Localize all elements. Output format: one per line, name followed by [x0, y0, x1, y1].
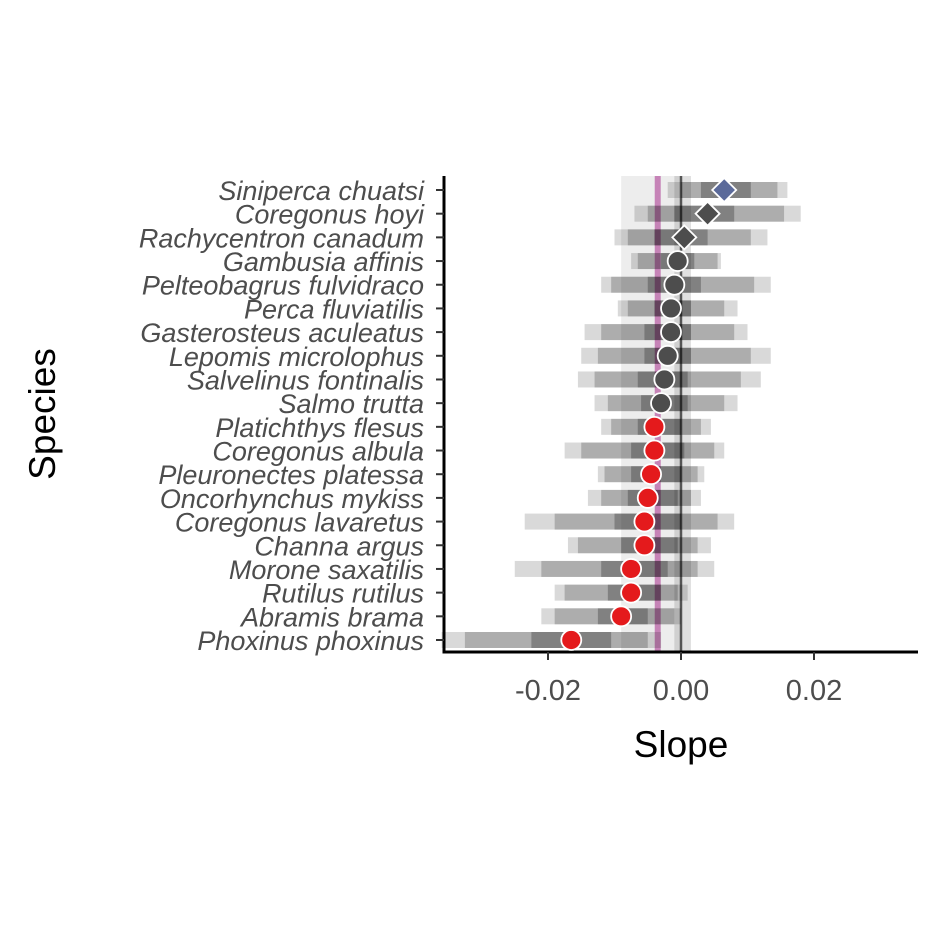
reference-bands: [621, 176, 691, 652]
point-diamond: [694, 200, 721, 227]
species-label: Gambusia affinis: [223, 247, 424, 277]
point-circle: [660, 321, 682, 344]
point-circle: [640, 463, 662, 486]
point-diamond: [710, 176, 738, 204]
species-label: Morone saxatilis: [229, 555, 424, 585]
interval-ci95: [514, 560, 715, 577]
point-circle: [666, 250, 689, 272]
species-label: Lepomis microlophus: [169, 342, 424, 372]
species-label: Perca fluviatilis: [244, 294, 424, 324]
point-circle: [610, 605, 633, 628]
species-label: Coregonus hoyi: [235, 200, 425, 230]
species-label: Coregonus albula: [212, 437, 424, 467]
interval-ci95: [524, 513, 735, 530]
species-label: Coregonus lavaretus: [175, 508, 424, 538]
zero-band: [674, 176, 691, 652]
point-circle: [633, 510, 656, 533]
species-label: Gasterosteus aculeatus: [140, 318, 424, 348]
species-label: Channa argus: [254, 531, 424, 561]
x-tick-label: 0.00: [653, 675, 709, 707]
interval-ci80: [541, 560, 698, 577]
point-circle: [663, 273, 686, 296]
slope-points: [560, 176, 738, 651]
species-label: Oncorhynchus mykiss: [160, 484, 424, 514]
species-label: Abramis brama: [239, 602, 424, 632]
point-circle: [633, 534, 656, 557]
point-circle: [620, 581, 643, 604]
mean-band: [621, 176, 681, 652]
species-label: Salvelinus fontinalis: [187, 365, 424, 395]
interval-ci95: [601, 276, 771, 293]
species-label: Platichthys flesus: [215, 413, 424, 443]
point-circle: [656, 344, 679, 367]
species-label: Pelteobagrus fulvidraco: [142, 271, 424, 301]
y-axis-title: Species: [22, 348, 63, 480]
x-tick-label: 0.02: [786, 675, 842, 707]
point-circle: [636, 486, 659, 509]
species-label: Rutilus rutilus: [262, 579, 424, 609]
point-circle: [650, 392, 672, 415]
point-circle: [560, 629, 583, 651]
species-label: Siniperca chuatsi: [218, 176, 425, 206]
species-label: Rachycentron canadum: [139, 223, 424, 253]
point-circle: [620, 558, 643, 580]
interval-ci95: [441, 632, 662, 648]
species-label: Pleuronectes platessa: [158, 460, 424, 490]
interval-ci80: [464, 632, 648, 648]
species-label: Salmo trutta: [278, 389, 424, 419]
point-circle: [643, 439, 666, 462]
point-circle: [643, 415, 666, 438]
point-circle: [653, 368, 676, 391]
x-axis-title: Slope: [634, 724, 729, 765]
point-circle: [660, 297, 682, 320]
species-label: Phoxinus phoxinus: [197, 626, 424, 656]
x-ticks: -0.02 0.00 0.02: [515, 652, 842, 707]
x-tick-label: -0.02: [515, 675, 581, 707]
point-diamond: [671, 224, 698, 251]
